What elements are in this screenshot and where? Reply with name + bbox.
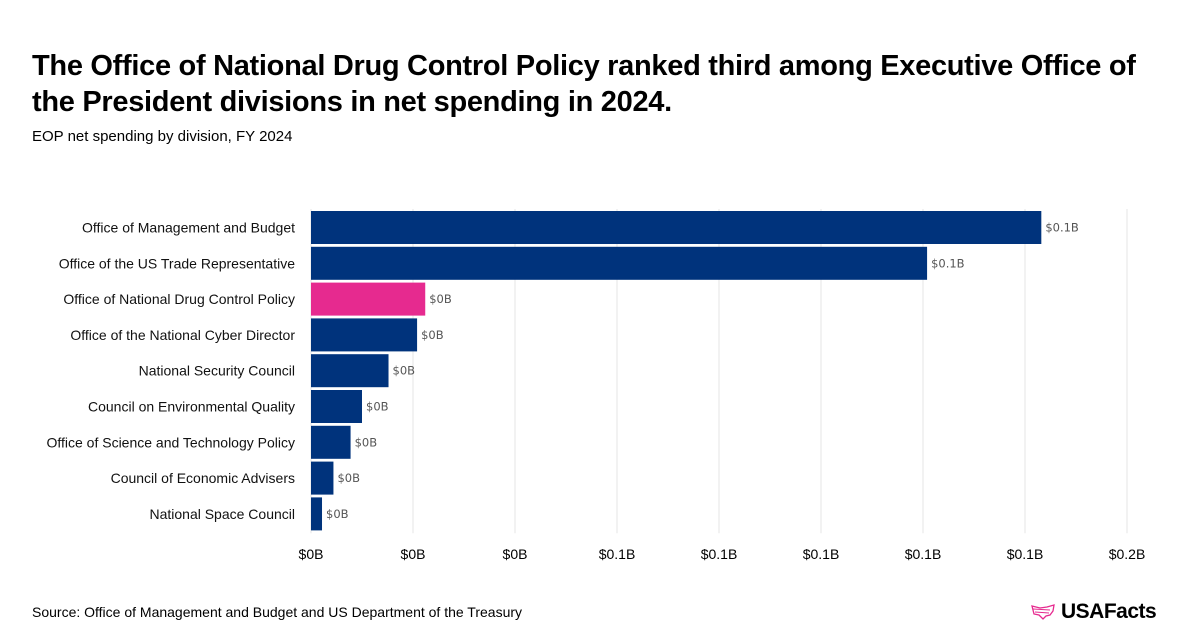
data-label: $0B xyxy=(366,400,389,414)
data-label: $0B xyxy=(355,435,378,449)
chart-title: The Office of National Drug Control Poli… xyxy=(32,50,1136,118)
bar-chart: $0B $0B $0B $0.1B $0.1B $0.1B $0.1B $0.1B $0.2B O… xyxy=(46,209,1146,562)
us-map-icon xyxy=(1031,604,1055,620)
category-label: Office of National Drug Control Policy xyxy=(63,291,295,307)
bar xyxy=(311,246,928,280)
data-label: $0B xyxy=(326,507,349,521)
bar xyxy=(311,461,334,495)
category-label: Office of Science and Technology Policy xyxy=(46,434,295,450)
x-tick-label: $0.1B xyxy=(1007,546,1044,562)
bar xyxy=(311,282,426,316)
data-label: $0.1B xyxy=(931,256,965,270)
data-label: $0B xyxy=(337,471,360,485)
data-label: $0.1B xyxy=(1045,221,1079,235)
data-label: $0B xyxy=(429,292,452,306)
x-tick-label: $0B xyxy=(401,546,426,562)
bar xyxy=(311,497,323,531)
x-tick-label: $0B xyxy=(299,546,324,562)
x-tick-label: $0.1B xyxy=(905,546,942,562)
category-label: Council on Environmental Quality xyxy=(88,399,295,415)
category-label: Office of the National Cyber Director xyxy=(70,327,295,343)
bar xyxy=(311,390,362,423)
data-label: $0B xyxy=(421,328,444,342)
x-tick-label: $0.1B xyxy=(701,546,738,562)
bar xyxy=(311,318,418,352)
bar xyxy=(311,354,389,388)
logo-text: USAFacts xyxy=(1061,600,1157,623)
x-tick-label: $0.2B xyxy=(1109,546,1146,562)
data-label: $0B xyxy=(393,364,416,378)
chart-subtitle: EOP net spending by division, FY 2024 xyxy=(32,128,293,145)
category-label: Council of Economic Advisers xyxy=(111,470,295,486)
bar xyxy=(311,211,1042,244)
category-label: Office of Management and Budget xyxy=(82,220,295,236)
source-note: Source: Office of Management and Budget … xyxy=(32,604,523,620)
x-tick-label: $0B xyxy=(503,546,528,562)
category-label: Office of the US Trade Representative xyxy=(59,255,296,271)
usafacts-logo: USAFacts xyxy=(1030,600,1157,624)
bar xyxy=(311,425,351,459)
x-tick-label: $0.1B xyxy=(599,546,636,562)
category-label: National Security Council xyxy=(139,363,295,379)
x-tick-label: $0.1B xyxy=(803,546,840,562)
category-label: National Space Council xyxy=(149,506,295,522)
